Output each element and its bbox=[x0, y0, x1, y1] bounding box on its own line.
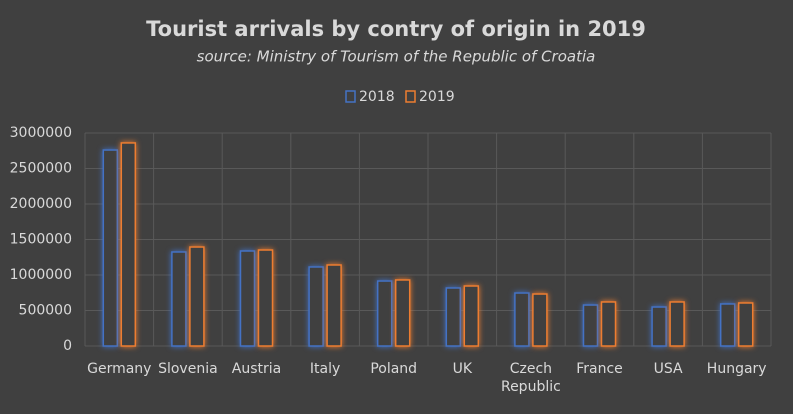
legend-label: 2019 bbox=[419, 89, 455, 105]
bar bbox=[308, 266, 324, 347]
bar bbox=[600, 301, 617, 347]
x-tick-label: Germany bbox=[87, 361, 152, 377]
bar bbox=[239, 250, 256, 347]
x-tick-label: Austria bbox=[231, 361, 282, 377]
bar bbox=[719, 303, 736, 347]
x-tick-label: Italy bbox=[309, 361, 341, 377]
x-tick-label: France bbox=[576, 361, 623, 377]
bar bbox=[463, 285, 480, 347]
y-tick-label: 1000000 bbox=[10, 267, 72, 283]
y-tick-label: 0 bbox=[63, 338, 72, 354]
bar bbox=[651, 306, 667, 347]
legend-swatch bbox=[405, 90, 416, 103]
bar bbox=[326, 264, 342, 347]
chart-title: Tourist arrivals by contry of origin in … bbox=[146, 17, 646, 41]
bar bbox=[514, 292, 530, 347]
y-tick-label: 3000000 bbox=[10, 125, 72, 141]
y-tick-label: 2500000 bbox=[10, 161, 72, 177]
bar bbox=[376, 280, 393, 347]
x-tick-label: Czech Republic bbox=[500, 361, 561, 395]
x-tick-label: Slovenia bbox=[158, 361, 218, 377]
legend-swatch bbox=[345, 90, 356, 103]
y-tick-label: 500000 bbox=[19, 303, 72, 319]
bar bbox=[582, 304, 599, 347]
bar bbox=[669, 301, 685, 347]
y-tick-label: 2000000 bbox=[10, 196, 72, 212]
x-tick-label: UK bbox=[452, 361, 473, 377]
bar bbox=[189, 246, 205, 347]
x-tick-label: Poland bbox=[370, 361, 418, 377]
y-tick-label: 1500000 bbox=[10, 232, 72, 248]
bar bbox=[445, 287, 462, 347]
x-tick-label: USA bbox=[653, 361, 683, 377]
bar bbox=[532, 293, 548, 347]
bar bbox=[120, 142, 137, 347]
x-tick-label: Hungary bbox=[706, 361, 767, 377]
bar bbox=[737, 302, 754, 347]
bar bbox=[257, 249, 274, 347]
bar bbox=[171, 251, 187, 347]
bar bbox=[102, 149, 119, 347]
chart-subtitle: source: Ministry of Tourism of the Repub… bbox=[197, 48, 596, 66]
bar bbox=[394, 279, 411, 347]
legend-label: 2018 bbox=[359, 89, 395, 105]
